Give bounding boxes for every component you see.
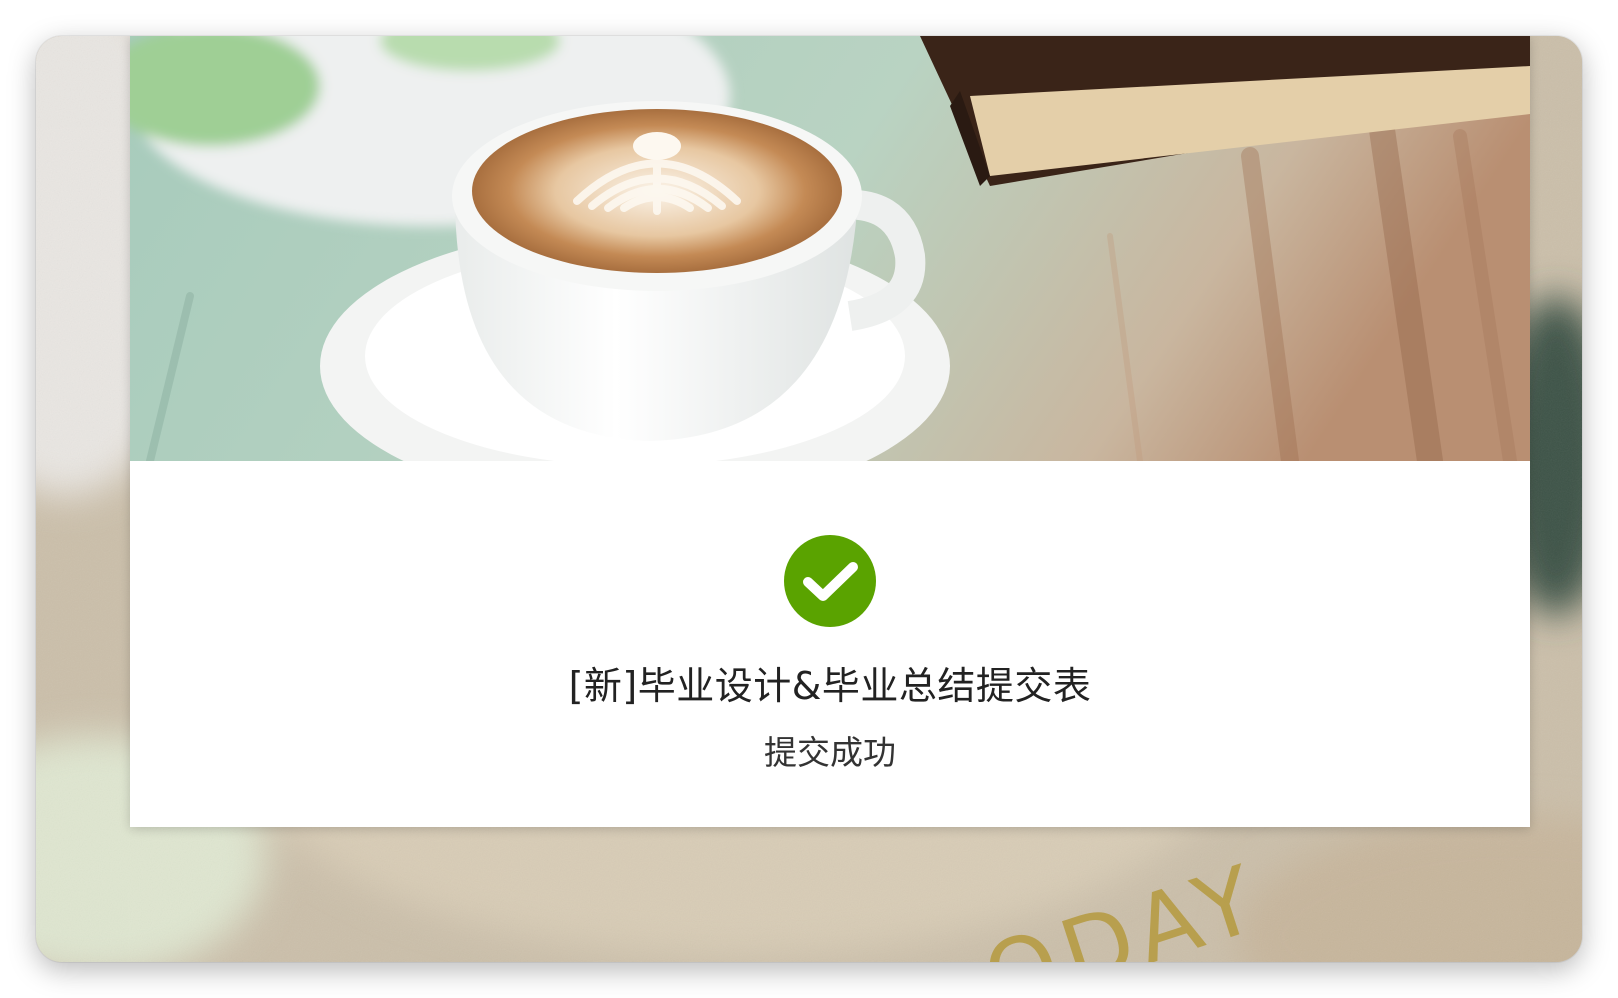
header-banner-image <box>130 36 1530 461</box>
check-circle-icon <box>784 535 876 627</box>
submission-result: [新]毕业设计&毕业总结提交表 提交成功 <box>130 461 1530 827</box>
form-title: [新]毕业设计&毕业总结提交表 <box>568 664 1092 708</box>
background-watermark: ODAY <box>971 844 1276 962</box>
submission-status-text: 提交成功 <box>764 733 896 772</box>
app-window: [新]毕业设计&毕业总结提交表 提交成功 ODAY <box>36 36 1582 962</box>
svg-text:ODAY: ODAY <box>971 844 1276 962</box>
form-result-card: [新]毕业设计&毕业总结提交表 提交成功 <box>130 36 1530 827</box>
